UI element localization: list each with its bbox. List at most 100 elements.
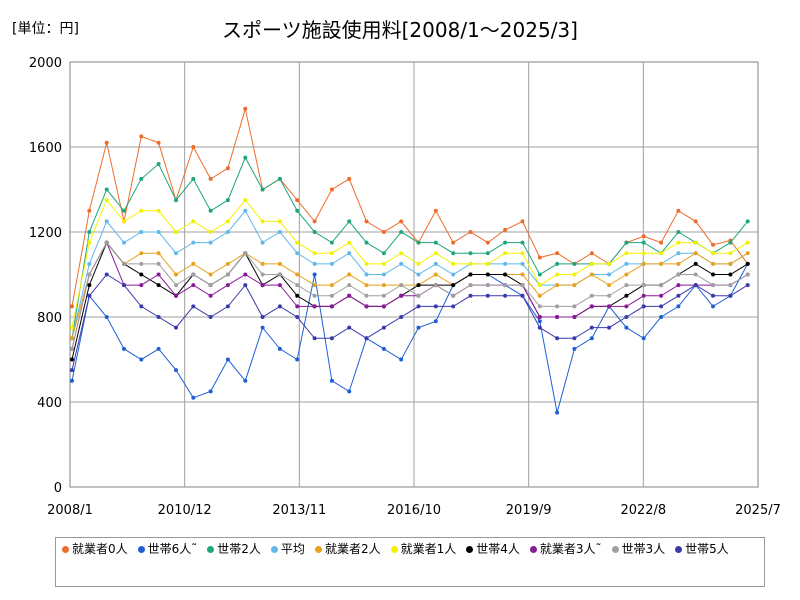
data-point [503,293,508,298]
data-point [364,336,369,341]
data-point [191,145,196,149]
data-point [416,240,421,245]
data-point [607,272,612,277]
data-point [225,283,230,288]
legend-marker [611,546,619,553]
data-point [87,293,92,298]
data-point [693,261,698,266]
data-point [711,251,715,256]
data-point [728,272,733,277]
data-point [520,251,525,256]
data-point [122,346,126,351]
data-point [537,304,542,309]
data-point [104,198,109,203]
data-point [191,272,196,277]
data-point [104,272,109,277]
legend-entry: 就業者0人 [62,541,128,558]
data-point [225,304,230,309]
data-point [347,251,352,256]
data-point [641,234,646,239]
data-point [607,261,612,266]
y-tick-label: 2000 [29,56,62,71]
data-point [122,219,126,224]
legend-label: 世帯5人 [685,542,729,556]
data-point [676,208,681,213]
legend-label: 就業者1人 [400,542,457,556]
data-point [537,315,542,319]
data-point [208,230,213,234]
data-point [485,261,490,266]
data-point [156,230,161,234]
data-point [225,230,230,234]
data-point [589,272,594,277]
data-point [520,283,525,288]
data-point [260,261,265,266]
data-point [208,240,213,245]
data-point [312,251,317,256]
data-point [347,283,352,288]
legend-entry: 世帯2人 [207,541,261,558]
data-point [295,283,300,288]
data-point [122,283,126,288]
data-point [70,346,74,351]
data-point [572,336,577,341]
legend-entry: 世帯5人 [675,541,729,558]
data-point [520,261,525,266]
data-point [174,272,178,277]
data-point [728,283,733,288]
data-point [277,272,282,277]
data-point [139,176,144,181]
data-point [295,272,300,277]
data-point [468,272,473,277]
legend-label: 就業者3人˜ [539,542,602,556]
legend-marker [207,546,215,553]
data-point [555,304,560,309]
data-point [87,208,92,213]
data-point [174,293,178,298]
data-point [243,251,248,256]
data-point [364,240,369,245]
data-point [104,187,109,192]
data-point [277,283,282,288]
data-point [208,272,213,277]
data-point [416,261,421,266]
legend-label: 世帯3人 [621,542,666,556]
data-point [295,357,300,362]
data-point [589,336,594,341]
unit-label: [単位：円] [12,21,79,37]
data-point [347,389,352,394]
data-point [624,293,629,298]
data-point [711,283,715,288]
data-point [555,261,560,266]
data-point [277,230,282,234]
data-point [122,240,126,245]
data-point [277,346,282,351]
data-point [555,283,560,288]
data-point [659,240,664,245]
data-point [537,255,542,260]
data-point [572,283,577,288]
data-point [659,304,664,309]
data-point [364,261,369,266]
data-point [191,304,196,309]
data-point [485,283,490,288]
data-point [503,227,508,232]
data-point [693,251,698,256]
data-point [364,283,369,288]
data-point [641,304,646,309]
data-point [676,304,681,309]
data-point [451,283,456,288]
data-point [260,272,265,277]
data-point [104,140,109,145]
data-point [503,240,508,245]
data-point [451,251,456,256]
data-point [208,283,213,288]
data-point [329,304,334,309]
data-point [139,272,144,277]
data-point [711,261,715,266]
data-point [433,283,438,288]
data-point [451,304,456,309]
data-point [589,261,594,266]
data-point [572,261,577,266]
